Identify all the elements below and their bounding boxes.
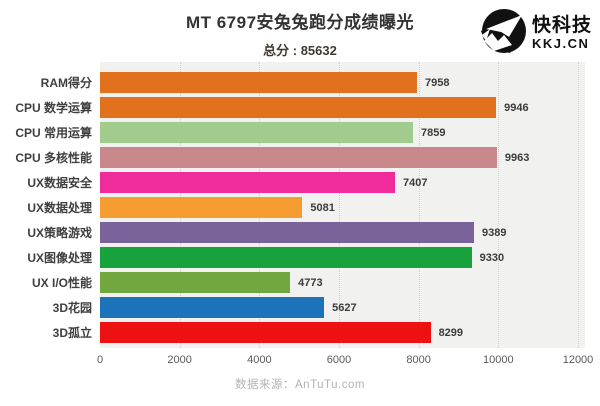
category-label: RAM得分 — [40, 76, 92, 90]
bar — [100, 72, 417, 93]
axis-tick-label: 10000 — [483, 354, 514, 366]
chart-row: CPU 数学运算 9946 — [0, 95, 600, 120]
chart-row: RAM得分 7958 — [0, 70, 600, 95]
chart-row: UX数据安全 7407 — [0, 170, 600, 195]
bar — [100, 172, 396, 193]
category-label: UX图像处理 — [27, 251, 92, 265]
bar-chart: RAM得分 7958 CPU 数学运算 9946 CPU 常用运算 7859 CPU 多核性… — [0, 62, 600, 372]
value-label: 9963 — [504, 151, 530, 164]
logo-brand: 快科技 — [531, 14, 592, 36]
value-label: 7958 — [424, 76, 450, 89]
chart-row: UX图像处理 9330 — [0, 245, 600, 270]
gridline — [578, 62, 579, 348]
total-score-subtitle: 总分 : 85632 — [263, 43, 337, 58]
logo-text: 快科技 KKJ.CN — [532, 16, 592, 50]
bar — [100, 122, 414, 143]
value-label: 9389 — [481, 226, 507, 239]
data-source-note: 数据来源：AnTuTu.com — [235, 379, 365, 391]
chart-row: UX数据处理 5081 — [0, 195, 600, 220]
chart-row: 3D花园 5627 — [0, 295, 600, 320]
bar — [100, 197, 303, 218]
bar — [100, 297, 325, 318]
category-label: 3D花园 — [52, 301, 92, 315]
bar — [100, 147, 497, 168]
bar — [100, 97, 497, 118]
chart-row: UX I/O性能 4773 — [0, 270, 600, 295]
x-axis: 0 2000 4000 6000 8000 10000 12000 — [96, 352, 593, 370]
value-label: 9946 — [504, 101, 529, 114]
value-label: 5627 — [332, 301, 357, 314]
value-label: 4773 — [298, 276, 323, 289]
category-label: CPU 常用运算 — [15, 126, 92, 140]
gridline — [498, 62, 500, 348]
value-label: 9330 — [479, 251, 505, 264]
value-label: 5081 — [310, 201, 335, 214]
axis-tick-label: 0 — [96, 354, 104, 366]
gridline — [339, 62, 340, 348]
chart-row: 3D孤立 8299 — [0, 320, 600, 345]
axis-tick-label: 8000 — [406, 354, 431, 366]
paper-plane-circle-icon — [480, 5, 528, 60]
bar — [100, 322, 431, 343]
bar — [100, 222, 474, 243]
logo-domain: KKJ.CN — [531, 35, 590, 51]
category-label: UX数据安全 — [27, 176, 92, 190]
page-title: MT 6797安兔兔跑分成绩曝光 — [185, 13, 415, 32]
chart-row: CPU 常用运算 7859 — [0, 120, 600, 145]
chart-row: UX策略游戏 9389 — [0, 220, 600, 245]
value-label: 8299 — [438, 326, 464, 339]
axis-tick-label: 12000 — [562, 354, 594, 366]
chart-rows: RAM得分 7958 CPU 数学运算 9946 CPU 常用运算 7859 CPU 多核性… — [0, 62, 600, 345]
value-label: 7407 — [403, 176, 428, 189]
kkj-logo: 快科技 KKJ.CN — [480, 5, 592, 60]
axis-tick-label: 2000 — [167, 354, 192, 366]
category-label: UX策略游戏 — [27, 226, 92, 240]
gridline — [418, 62, 420, 348]
category-label: UX数据处理 — [27, 201, 92, 215]
bar — [100, 272, 291, 293]
chart-row: CPU 多核性能 9963 — [0, 145, 600, 170]
category-label: UX I/O性能 — [31, 276, 92, 290]
value-label: 7859 — [421, 126, 446, 139]
category-label: CPU 数学运算 — [15, 101, 92, 115]
axis-tick-label: 4000 — [247, 354, 272, 366]
category-label: 3D孤立 — [52, 326, 92, 340]
axis-tick-label: 6000 — [326, 354, 352, 366]
bar — [100, 247, 472, 268]
category-label: CPU 多核性能 — [15, 151, 92, 165]
